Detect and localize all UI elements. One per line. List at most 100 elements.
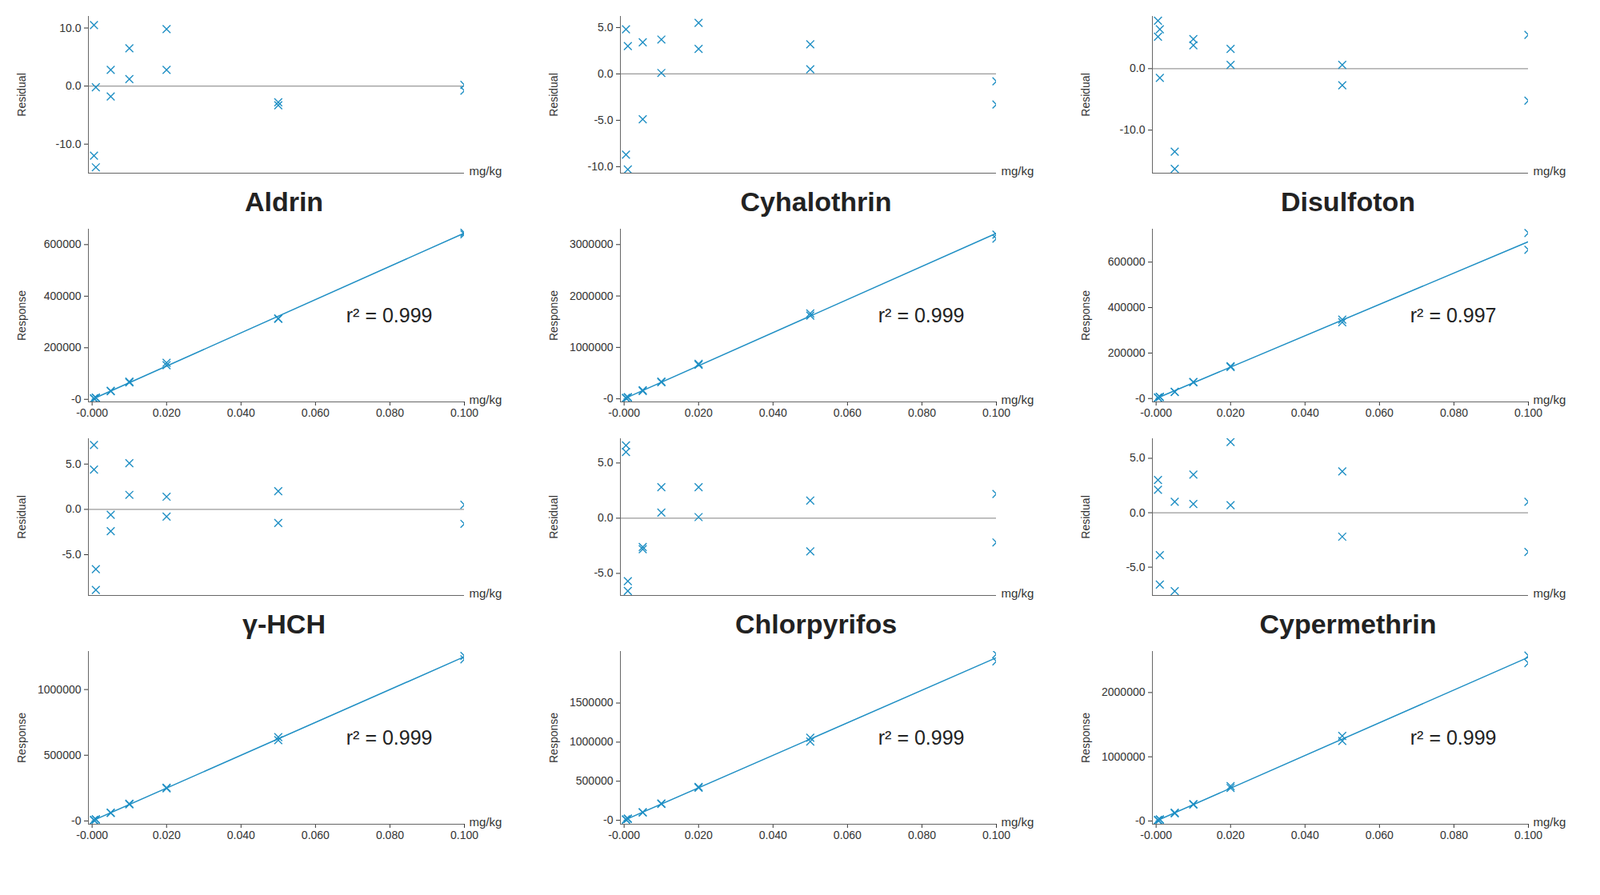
svg-text:500000: 500000 [44,748,82,762]
svg-text:10.0: 10.0 [59,20,81,34]
svg-text:0.020: 0.020 [684,828,713,842]
svg-text:0.060: 0.060 [833,406,862,420]
svg-text:2000000: 2000000 [1101,685,1146,699]
svg-text:400000: 400000 [44,289,82,303]
svg-text:1500000: 1500000 [569,696,614,709]
svg-text:mg/kg: mg/kg [1533,815,1567,829]
svg-text:0.100: 0.100 [982,406,1011,420]
svg-text:-5.0: -5.0 [593,113,613,127]
svg-text:-0: -0 [603,813,614,827]
svg-text:mg/kg: mg/kg [1533,586,1567,600]
svg-text:1000000: 1000000 [37,683,82,696]
svg-text:Response: Response [547,712,560,764]
svg-text:0.060: 0.060 [833,828,862,842]
svg-text:0.100: 0.100 [450,406,479,420]
svg-text:0.020: 0.020 [684,406,713,420]
svg-text:1000000: 1000000 [569,735,614,748]
svg-text:0.040: 0.040 [1291,406,1320,420]
svg-text:0.100: 0.100 [982,828,1011,842]
svg-text:0.0: 0.0 [597,67,614,80]
svg-text:Residual: Residual [547,72,560,116]
svg-text:-5.0: -5.0 [1125,560,1145,574]
svg-text:-10.0: -10.0 [1120,123,1146,136]
svg-text:-0: -0 [71,392,82,406]
svg-text:r² = 0.999: r² = 0.999 [346,726,433,749]
svg-text:0.080: 0.080 [1440,406,1468,420]
svg-text:0.040: 0.040 [759,828,788,842]
svg-text:0.080: 0.080 [1440,828,1468,842]
svg-text:r² = 0.999: r² = 0.999 [878,304,965,327]
svg-text:2000000: 2000000 [569,289,614,303]
svg-text:-5.0: -5.0 [61,548,81,561]
svg-text:0.0: 0.0 [597,511,614,524]
svg-text:0.020: 0.020 [152,406,181,420]
svg-text:0.020: 0.020 [152,828,181,842]
svg-text:mg/kg: mg/kg [469,164,503,178]
svg-text:5.0: 5.0 [65,457,82,471]
svg-text:r² = 0.999: r² = 0.999 [878,726,965,749]
svg-text:3000000: 3000000 [569,237,614,251]
svg-text:-0.000: -0.000 [76,406,108,420]
svg-text:-0.000: -0.000 [608,406,640,420]
svg-text:-0: -0 [71,814,82,828]
svg-text:0.060: 0.060 [301,828,330,842]
svg-text:0.100: 0.100 [1514,828,1543,842]
svg-text:-10.0: -10.0 [588,160,614,173]
svg-text:0.080: 0.080 [908,406,936,420]
svg-text:500000: 500000 [576,774,614,788]
svg-text:r² = 0.997: r² = 0.997 [1410,304,1497,327]
svg-text:Residual: Residual [15,72,28,116]
svg-text:Residual: Residual [1079,495,1092,539]
svg-text:0.080: 0.080 [376,828,404,842]
svg-text:0.060: 0.060 [301,406,330,420]
svg-text:mg/kg: mg/kg [1533,392,1567,407]
svg-text:0.0: 0.0 [65,79,82,92]
svg-text:-0: -0 [603,392,614,405]
svg-text:Residual: Residual [1079,72,1092,116]
svg-text:400000: 400000 [1108,300,1146,314]
svg-text:mg/kg: mg/kg [1001,815,1035,829]
svg-text:-0.000: -0.000 [1140,828,1172,842]
svg-text:5.0: 5.0 [597,456,614,469]
svg-text:mg/kg: mg/kg [1001,586,1035,600]
svg-text:1000000: 1000000 [569,340,614,354]
svg-text:0.040: 0.040 [759,406,788,420]
svg-text:600000: 600000 [1108,255,1146,268]
svg-text:r² = 0.999: r² = 0.999 [346,304,433,327]
svg-text:200000: 200000 [44,340,82,354]
svg-text:Residual: Residual [15,495,28,539]
svg-text:Response: Response [1079,290,1092,341]
svg-text:0.040: 0.040 [227,406,256,420]
svg-text:0.040: 0.040 [1291,828,1320,842]
svg-text:0.020: 0.020 [1216,828,1245,842]
svg-text:0.060: 0.060 [1365,406,1394,420]
svg-text:Response: Response [547,290,560,341]
svg-text:0.020: 0.020 [1216,406,1245,420]
svg-text:mg/kg: mg/kg [1001,164,1035,178]
svg-text:5.0: 5.0 [1129,451,1146,464]
svg-text:mg/kg: mg/kg [469,392,503,407]
svg-text:0.040: 0.040 [227,828,256,842]
svg-text:0.100: 0.100 [1514,406,1543,420]
svg-text:0.080: 0.080 [908,828,936,842]
svg-text:mg/kg: mg/kg [469,586,503,600]
svg-text:-0.000: -0.000 [1140,406,1172,420]
svg-text:r² = 0.999: r² = 0.999 [1410,726,1497,749]
svg-text:0.0: 0.0 [1129,506,1146,520]
svg-text:-5.0: -5.0 [593,566,613,580]
svg-text:0.100: 0.100 [450,828,479,842]
svg-text:-0: -0 [1135,392,1146,405]
svg-text:1000000: 1000000 [1101,750,1146,764]
svg-text:-0.000: -0.000 [76,828,108,842]
svg-text:0.080: 0.080 [376,406,404,420]
svg-text:mg/kg: mg/kg [1533,164,1567,178]
svg-text:5.0: 5.0 [597,20,614,34]
svg-text:200000: 200000 [1108,346,1146,360]
svg-text:0.060: 0.060 [1365,828,1394,842]
svg-text:-0: -0 [1135,814,1146,828]
svg-text:-0.000: -0.000 [608,828,640,842]
svg-text:Response: Response [15,290,28,341]
svg-text:600000: 600000 [44,237,82,251]
svg-text:0.0: 0.0 [1129,61,1146,75]
svg-text:Response: Response [15,712,28,764]
